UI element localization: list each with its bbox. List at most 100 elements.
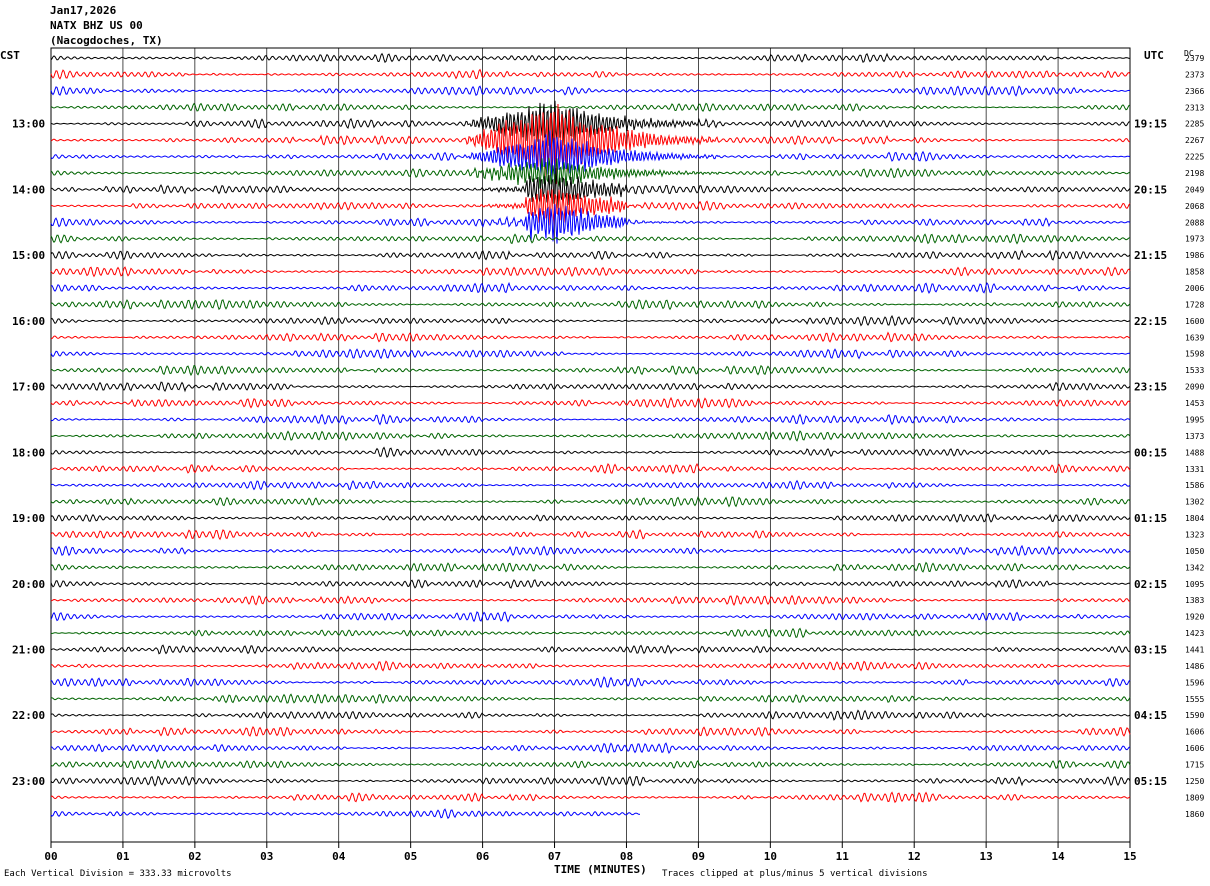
trace-line [50,775,1131,787]
trace-line [50,709,1131,721]
trace-line [50,758,1131,770]
dc-value-label: 2068 [1185,202,1204,211]
dc-value-label: 2198 [1185,169,1204,178]
dc-value-label: 2366 [1185,87,1204,96]
left-hour-label: 21:00 [12,643,45,656]
trace-line [50,299,1131,311]
trace-line [50,742,1131,755]
trace-line [50,627,1131,639]
dc-value-label: 1250 [1185,777,1204,786]
x-tick-label: 11 [836,850,850,863]
trace-line [50,281,1131,294]
trace-line [50,85,1131,97]
dc-value-label: 1555 [1185,695,1204,704]
dc-value-label: 1920 [1185,613,1204,622]
dc-value-label: 2379 [1185,54,1204,63]
cst-label: CST [0,49,20,62]
dc-label: DC [1184,49,1194,58]
dc-value-label: 1095 [1185,580,1204,589]
left-hour-label: 14:00 [12,183,45,196]
trace-line [50,188,1131,226]
header-location: (Nacogdoches, TX) [50,34,163,47]
right-hour-label: 19:15 [1134,118,1167,131]
dc-value-label: 1995 [1185,415,1204,424]
trace-line [51,462,1131,475]
dc-value-label: 1050 [1185,547,1204,556]
dc-value-label: 1423 [1185,629,1204,638]
x-tick-label: 06 [476,850,490,863]
dc-value-label: 1342 [1185,563,1204,572]
dc-value-label: 1373 [1185,432,1204,441]
right-hour-label: 20:15 [1134,183,1167,196]
left-hour-label: 15:00 [12,249,45,262]
header-date: Jan17,2026 [50,4,117,17]
trace-line [50,130,1131,183]
dc-value-label: 2225 [1185,153,1204,162]
dc-value-label: 1858 [1185,268,1204,277]
dc-value-label: 1383 [1185,596,1204,605]
trace-line [50,52,1130,63]
dc-value-label: 1606 [1185,744,1204,753]
x-tick-label: 15 [1123,850,1136,863]
dc-value-label: 2049 [1185,185,1204,194]
trace-line [50,68,1131,80]
dc-value-label: 2006 [1185,284,1204,293]
right-hour-label: 02:15 [1134,578,1167,591]
dc-value-label: 1323 [1185,530,1204,539]
trace-line [50,644,1131,655]
utc-label: UTC [1144,49,1164,62]
dc-value-label: 1973 [1185,235,1204,244]
dc-value-label: 1533 [1185,366,1204,375]
trace-line [50,167,1131,209]
plot-frame [50,47,1131,843]
trace-line [50,103,1131,184]
trace-line [50,381,1131,393]
trace-line [50,808,641,820]
trace-line [50,331,1131,343]
trace-line [50,157,1131,189]
trace-line [50,479,1131,491]
trace-line [50,249,1131,261]
x-tick-label: 08 [620,850,633,863]
right-hour-label: 21:15 [1134,249,1167,262]
header-station: NATX BHZ US 00 [50,19,143,32]
trace-line [50,513,1131,523]
dc-value-label: 1596 [1185,678,1204,687]
right-hour-label: 03:15 [1134,643,1167,656]
left-hour-label: 13:00 [12,118,45,131]
dc-value-label: 1639 [1185,333,1204,342]
trace-line [50,233,1131,245]
trace-line [50,204,1131,244]
right-hour-label: 04:15 [1134,709,1167,722]
left-hour-label: 22:00 [12,709,45,722]
dc-value-label: 1441 [1185,645,1204,654]
dc-value-label: 1986 [1185,251,1204,260]
dc-value-label: 1302 [1185,498,1204,507]
dc-value-label: 1590 [1185,711,1204,720]
trace-line [50,413,1131,426]
x-axis-title: TIME (MINUTES) [554,863,647,876]
x-tick-label: 00 [44,850,57,863]
trace-line [50,266,1131,278]
trace-line [50,396,1131,409]
trace-line [50,430,1131,442]
left-hour-label: 23:00 [12,775,45,788]
trace-line [50,693,1131,704]
trace-line [50,315,1131,327]
left-hour-label: 20:00 [12,578,45,591]
dc-value-label: 1606 [1185,728,1204,737]
x-tick-label: 13 [980,850,993,863]
right-hour-label: 23:15 [1134,381,1167,394]
dc-value-label: 2313 [1185,103,1204,112]
dc-value-label: 2267 [1185,136,1204,145]
right-hour-label: 00:15 [1134,446,1167,459]
trace-line [50,102,1131,112]
x-tick-label: 10 [764,850,777,863]
dc-value-label: 2088 [1185,218,1204,227]
dc-value-label: 1860 [1185,810,1204,819]
trace-line [50,364,1131,377]
trace-line [50,594,1131,606]
dc-value-label: 1488 [1185,448,1204,457]
left-hour-label: 18:00 [12,446,45,459]
